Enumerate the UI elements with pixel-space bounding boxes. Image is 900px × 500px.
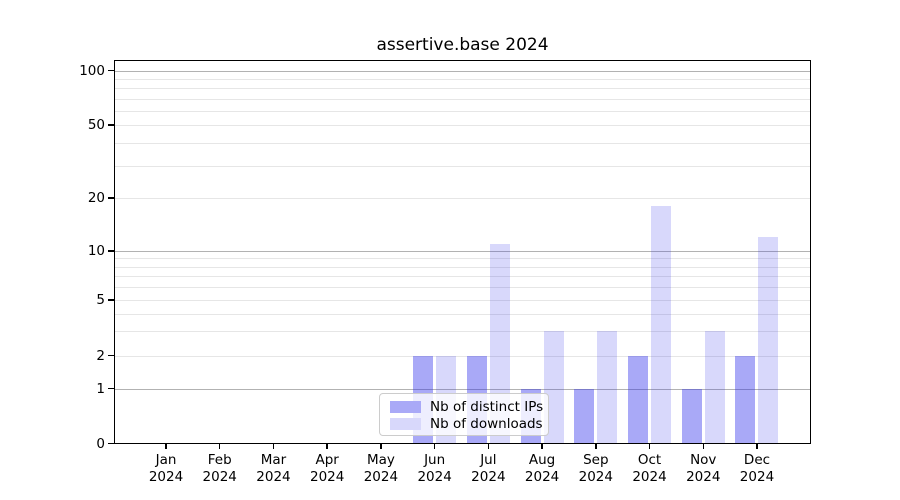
x-tick-mark bbox=[219, 444, 221, 449]
y-tick-label: 2 bbox=[96, 347, 105, 364]
gridline-minor bbox=[114, 287, 811, 289]
x-tick-mark bbox=[326, 444, 328, 449]
gridline-minor bbox=[114, 198, 811, 199]
gridline-major bbox=[114, 388, 811, 390]
y-tick-label: 100 bbox=[79, 62, 105, 79]
x-tick-mark bbox=[165, 444, 167, 449]
gridline-minor bbox=[114, 266, 811, 268]
x-tick-mark bbox=[595, 444, 597, 449]
x-tick-label: Jun 2024 bbox=[417, 452, 452, 485]
y-tick-label: 10 bbox=[87, 243, 105, 259]
plot-area bbox=[114, 60, 811, 444]
x-tick-label: Mar 2024 bbox=[256, 452, 291, 485]
y-tick-mark bbox=[108, 387, 114, 390]
y-tick-mark bbox=[108, 299, 114, 301]
y-tick-mark bbox=[108, 354, 114, 357]
bar-downloads bbox=[651, 206, 672, 444]
x-tick-label: Dec 2024 bbox=[739, 452, 775, 485]
bar-downloads bbox=[758, 237, 779, 444]
y-tick-mark bbox=[108, 197, 114, 199]
legend-item-downloads: Nb of downloads bbox=[390, 416, 548, 432]
x-tick-mark bbox=[648, 444, 651, 449]
y-tick-label: 0 bbox=[96, 435, 105, 452]
gridline-minor bbox=[114, 88, 811, 90]
bar-downloads bbox=[704, 330, 725, 444]
x-tick-mark bbox=[433, 444, 436, 449]
legend-swatch-downloads bbox=[390, 418, 421, 430]
gridline-major bbox=[114, 70, 811, 72]
gridline-minor bbox=[114, 300, 811, 301]
x-tick-label: Jul 2024 bbox=[471, 452, 506, 485]
y-tick-label: 50 bbox=[87, 117, 105, 133]
legend: Nb of distinct IPs Nb of downloads bbox=[379, 393, 549, 436]
x-tick-label: Jan 2024 bbox=[148, 452, 184, 485]
y-tick-label: 5 bbox=[96, 292, 105, 308]
y-tick-mark bbox=[108, 250, 114, 252]
legend-item-distinct-ips: Nb of distinct IPs bbox=[390, 399, 548, 415]
legend-label-downloads: Nb of downloads bbox=[430, 415, 543, 432]
x-tick-label: Apr 2024 bbox=[309, 452, 345, 485]
gridline-minor bbox=[114, 276, 811, 278]
x-tick-mark bbox=[487, 444, 490, 449]
x-tick-mark bbox=[380, 444, 382, 449]
chart-title: assertive.base 2024 bbox=[376, 35, 549, 55]
gridline-minor bbox=[114, 355, 811, 357]
x-tick-label: Nov 2024 bbox=[686, 452, 721, 485]
x-tick-mark bbox=[702, 444, 704, 449]
gridline-minor bbox=[114, 142, 811, 144]
gridline-minor bbox=[114, 125, 811, 126]
y-tick-mark bbox=[108, 124, 114, 126]
legend-swatch-distinct-ips bbox=[390, 401, 421, 413]
bar-distinct-ips bbox=[574, 388, 595, 444]
gridline-minor bbox=[114, 330, 811, 332]
gridline-minor bbox=[114, 258, 811, 260]
x-tick-mark bbox=[541, 444, 543, 449]
y-tick-mark bbox=[108, 442, 114, 445]
bar-distinct-ips bbox=[735, 355, 756, 444]
x-tick-mark bbox=[756, 444, 758, 449]
gridline-minor bbox=[114, 165, 811, 167]
y-tick-mark bbox=[108, 69, 114, 72]
gridline-minor bbox=[114, 313, 811, 315]
gridline-minor bbox=[114, 110, 811, 112]
gridline-major bbox=[114, 251, 811, 252]
y-tick-label: 1 bbox=[96, 380, 105, 397]
x-tick-label: Oct 2024 bbox=[632, 452, 667, 485]
x-tick-label: Sep 2024 bbox=[578, 452, 613, 485]
x-tick-mark bbox=[272, 444, 275, 449]
x-tick-label: Aug 2024 bbox=[524, 452, 560, 485]
y-tick-label: 20 bbox=[87, 190, 105, 206]
gridline-minor bbox=[114, 78, 811, 80]
bar-downloads bbox=[597, 330, 618, 444]
legend-label-distinct-ips: Nb of distinct IPs bbox=[430, 398, 544, 415]
x-tick-label: May 2024 bbox=[363, 452, 399, 485]
gridline-minor bbox=[114, 98, 811, 100]
x-tick-label: Feb 2024 bbox=[202, 452, 237, 485]
bar-distinct-ips bbox=[628, 355, 649, 444]
bar-distinct-ips bbox=[681, 388, 702, 444]
